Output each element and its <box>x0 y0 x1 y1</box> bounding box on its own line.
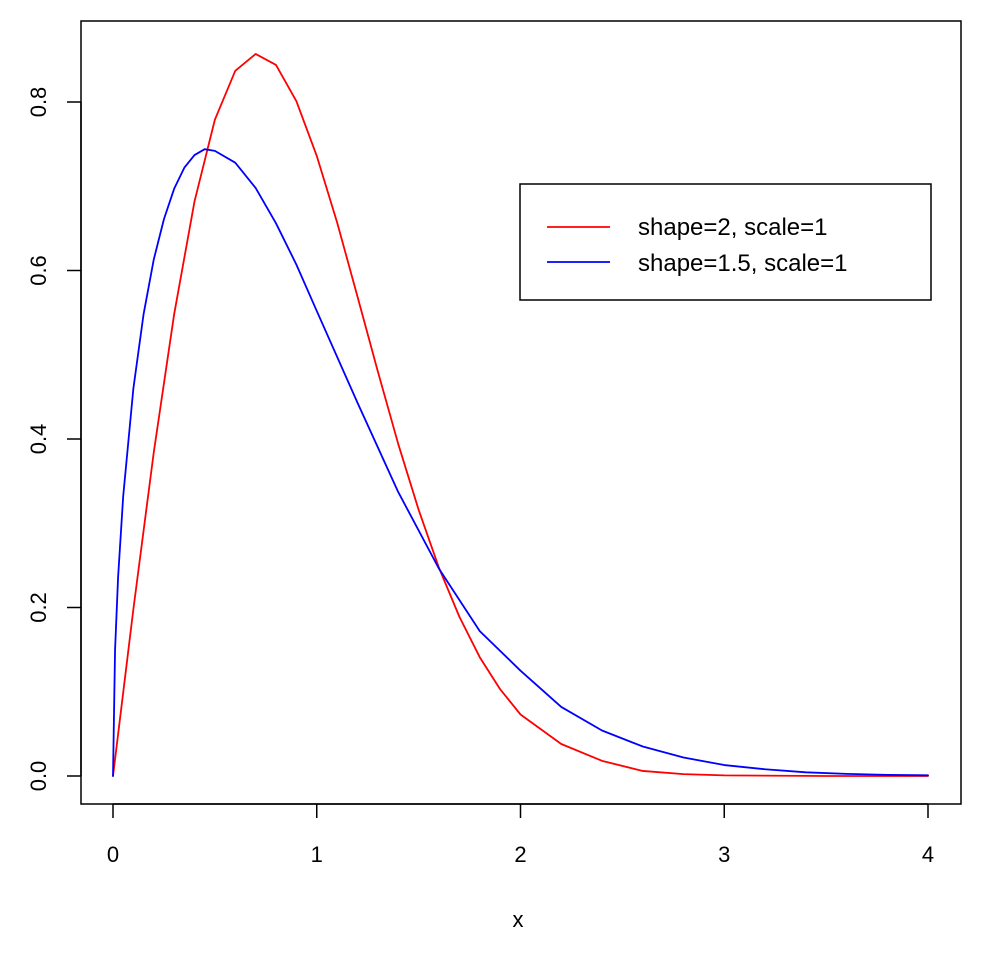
legend-box <box>519 183 932 301</box>
y-tick-label: 0.6 <box>26 255 51 286</box>
series-line-2 <box>112 148 929 777</box>
x-tick-label: 0 <box>107 842 119 867</box>
legend-label-series-2: shape=1.5, scale=1 <box>638 250 848 277</box>
x-tick-label: 4 <box>922 842 934 867</box>
x-tick-label: 2 <box>514 842 526 867</box>
plot-frame <box>80 20 962 805</box>
series-layer <box>112 53 929 777</box>
x-axis: 0 1 2 3 4 <box>107 803 934 867</box>
legend: shape=2, scale=1 shape=1.5, scale=1 <box>519 183 932 301</box>
series-line-1 <box>112 53 929 777</box>
y-axis: 0.0 0.2 0.4 0.6 0.8 <box>26 87 82 792</box>
legend-label-series-1: shape=2, scale=1 <box>638 214 827 241</box>
y-tick-label: 0.4 <box>26 424 51 455</box>
x-tick-label: 3 <box>718 842 730 867</box>
y-tick-label: 0.8 <box>26 87 51 118</box>
y-tick-label: 0.2 <box>26 592 51 623</box>
y-tick-label: 0.0 <box>26 761 51 792</box>
x-tick-label: 1 <box>311 842 323 867</box>
x-axis-title: x <box>513 907 524 932</box>
